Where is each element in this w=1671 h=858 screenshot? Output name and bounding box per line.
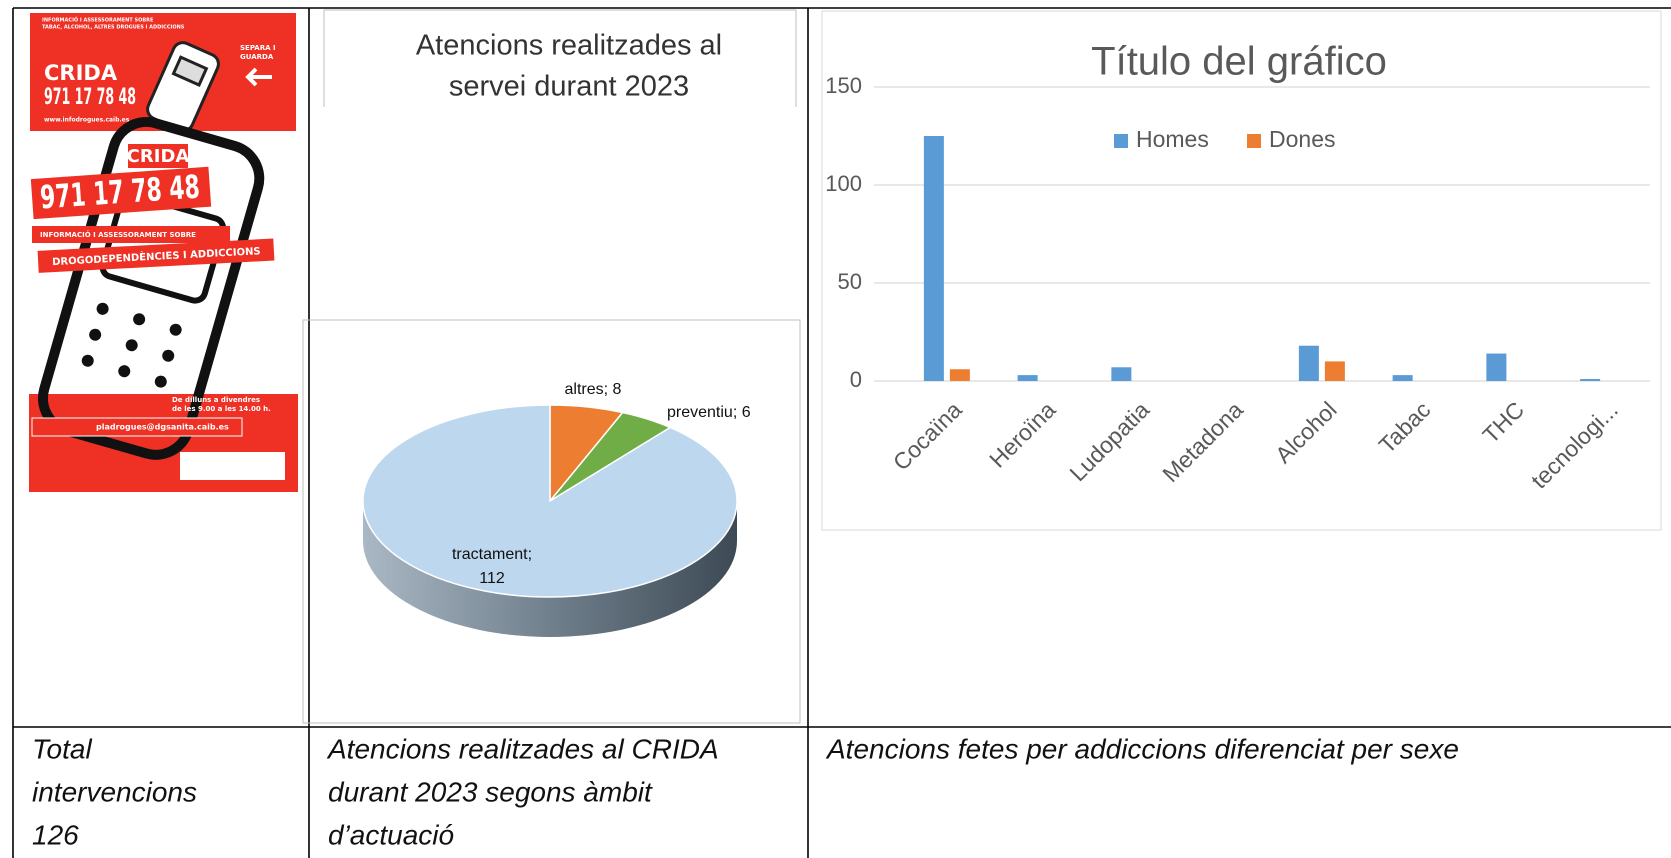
poster-phone-small: 971 17 78 48 xyxy=(44,85,136,110)
caption: d’actuació xyxy=(328,819,454,850)
bar xyxy=(1580,379,1600,381)
caption: 126 xyxy=(32,819,79,850)
y-tick-label: 150 xyxy=(825,73,862,98)
poster-brand: CRIDA xyxy=(127,146,190,167)
x-tick-label: Heroïna xyxy=(984,396,1060,472)
x-tick-label: THC xyxy=(1477,396,1529,448)
x-tick-label: Tabac xyxy=(1374,396,1436,458)
poster-header: INFORMACIÓ I ASSESSORAMENT SOBRE xyxy=(42,17,154,24)
bar xyxy=(1299,346,1319,381)
pie-slice xyxy=(363,405,737,597)
bar xyxy=(1111,367,1131,381)
poster-fold: SEPARA I xyxy=(240,44,276,52)
caption: durant 2023 segons àmbit xyxy=(328,776,653,807)
poster-hours: De dilluns a divendres xyxy=(172,396,260,404)
bar xyxy=(1018,375,1038,381)
data-label: altres; 8 xyxy=(565,381,622,398)
y-tick-label: 100 xyxy=(825,171,862,196)
y-tick-label: 0 xyxy=(850,367,862,392)
x-tick-label: tecnologi... xyxy=(1526,396,1623,493)
legend-swatch xyxy=(1114,134,1128,148)
pie-title: Atencions realitzades al xyxy=(416,30,722,62)
pie-title: servei durant 2023 xyxy=(449,71,689,103)
bar xyxy=(1325,361,1345,381)
legend-label: Dones xyxy=(1269,126,1335,152)
poster-email: pladrogues@dgsanita.caib.es xyxy=(96,423,229,432)
bar xyxy=(924,136,944,381)
caption: Atencions realitzades al CRIDA xyxy=(326,733,719,764)
legend-label: Homes xyxy=(1136,126,1209,152)
bar-frame xyxy=(822,11,1661,530)
bar xyxy=(1486,354,1506,381)
x-tick-label: Ludopatia xyxy=(1064,396,1154,486)
legend-swatch xyxy=(1247,134,1261,148)
poster-info: INFORMACIÓ I ASSESSORAMENT SOBRE xyxy=(40,230,196,239)
x-tick-label: Alcohol xyxy=(1270,396,1342,468)
y-tick-label: 50 xyxy=(838,269,862,294)
poster: INFORMACIÓ I ASSESSORAMENT SOBRE TABAC, … xyxy=(29,13,298,492)
poster-header: TABAC, ALCOHOL, ALTRES DROGUES I ADDICCI… xyxy=(42,25,185,31)
poster-web: www.infodrogues.caib.es xyxy=(44,117,130,124)
data-label: preventiu; 6 xyxy=(667,404,751,421)
page: INFORMACIÓ I ASSESSORAMENT SOBRE TABAC, … xyxy=(0,0,1671,858)
x-tick-label: Metadona xyxy=(1157,396,1248,487)
poster-brand-small: CRIDA xyxy=(44,61,118,85)
bar xyxy=(1393,375,1413,381)
caption: intervencions xyxy=(32,776,197,807)
poster-hours: de les 9.00 a les 14.00 h. xyxy=(172,405,271,413)
x-tick-label: Cocaïna xyxy=(888,396,967,475)
caption: Total xyxy=(32,733,92,764)
bar-title: Título del gráfico xyxy=(1091,40,1387,84)
poster-fold: GUARDA xyxy=(240,53,274,61)
caption: Atencions fetes per addiccions diferenci… xyxy=(825,733,1459,764)
bar xyxy=(950,369,970,381)
